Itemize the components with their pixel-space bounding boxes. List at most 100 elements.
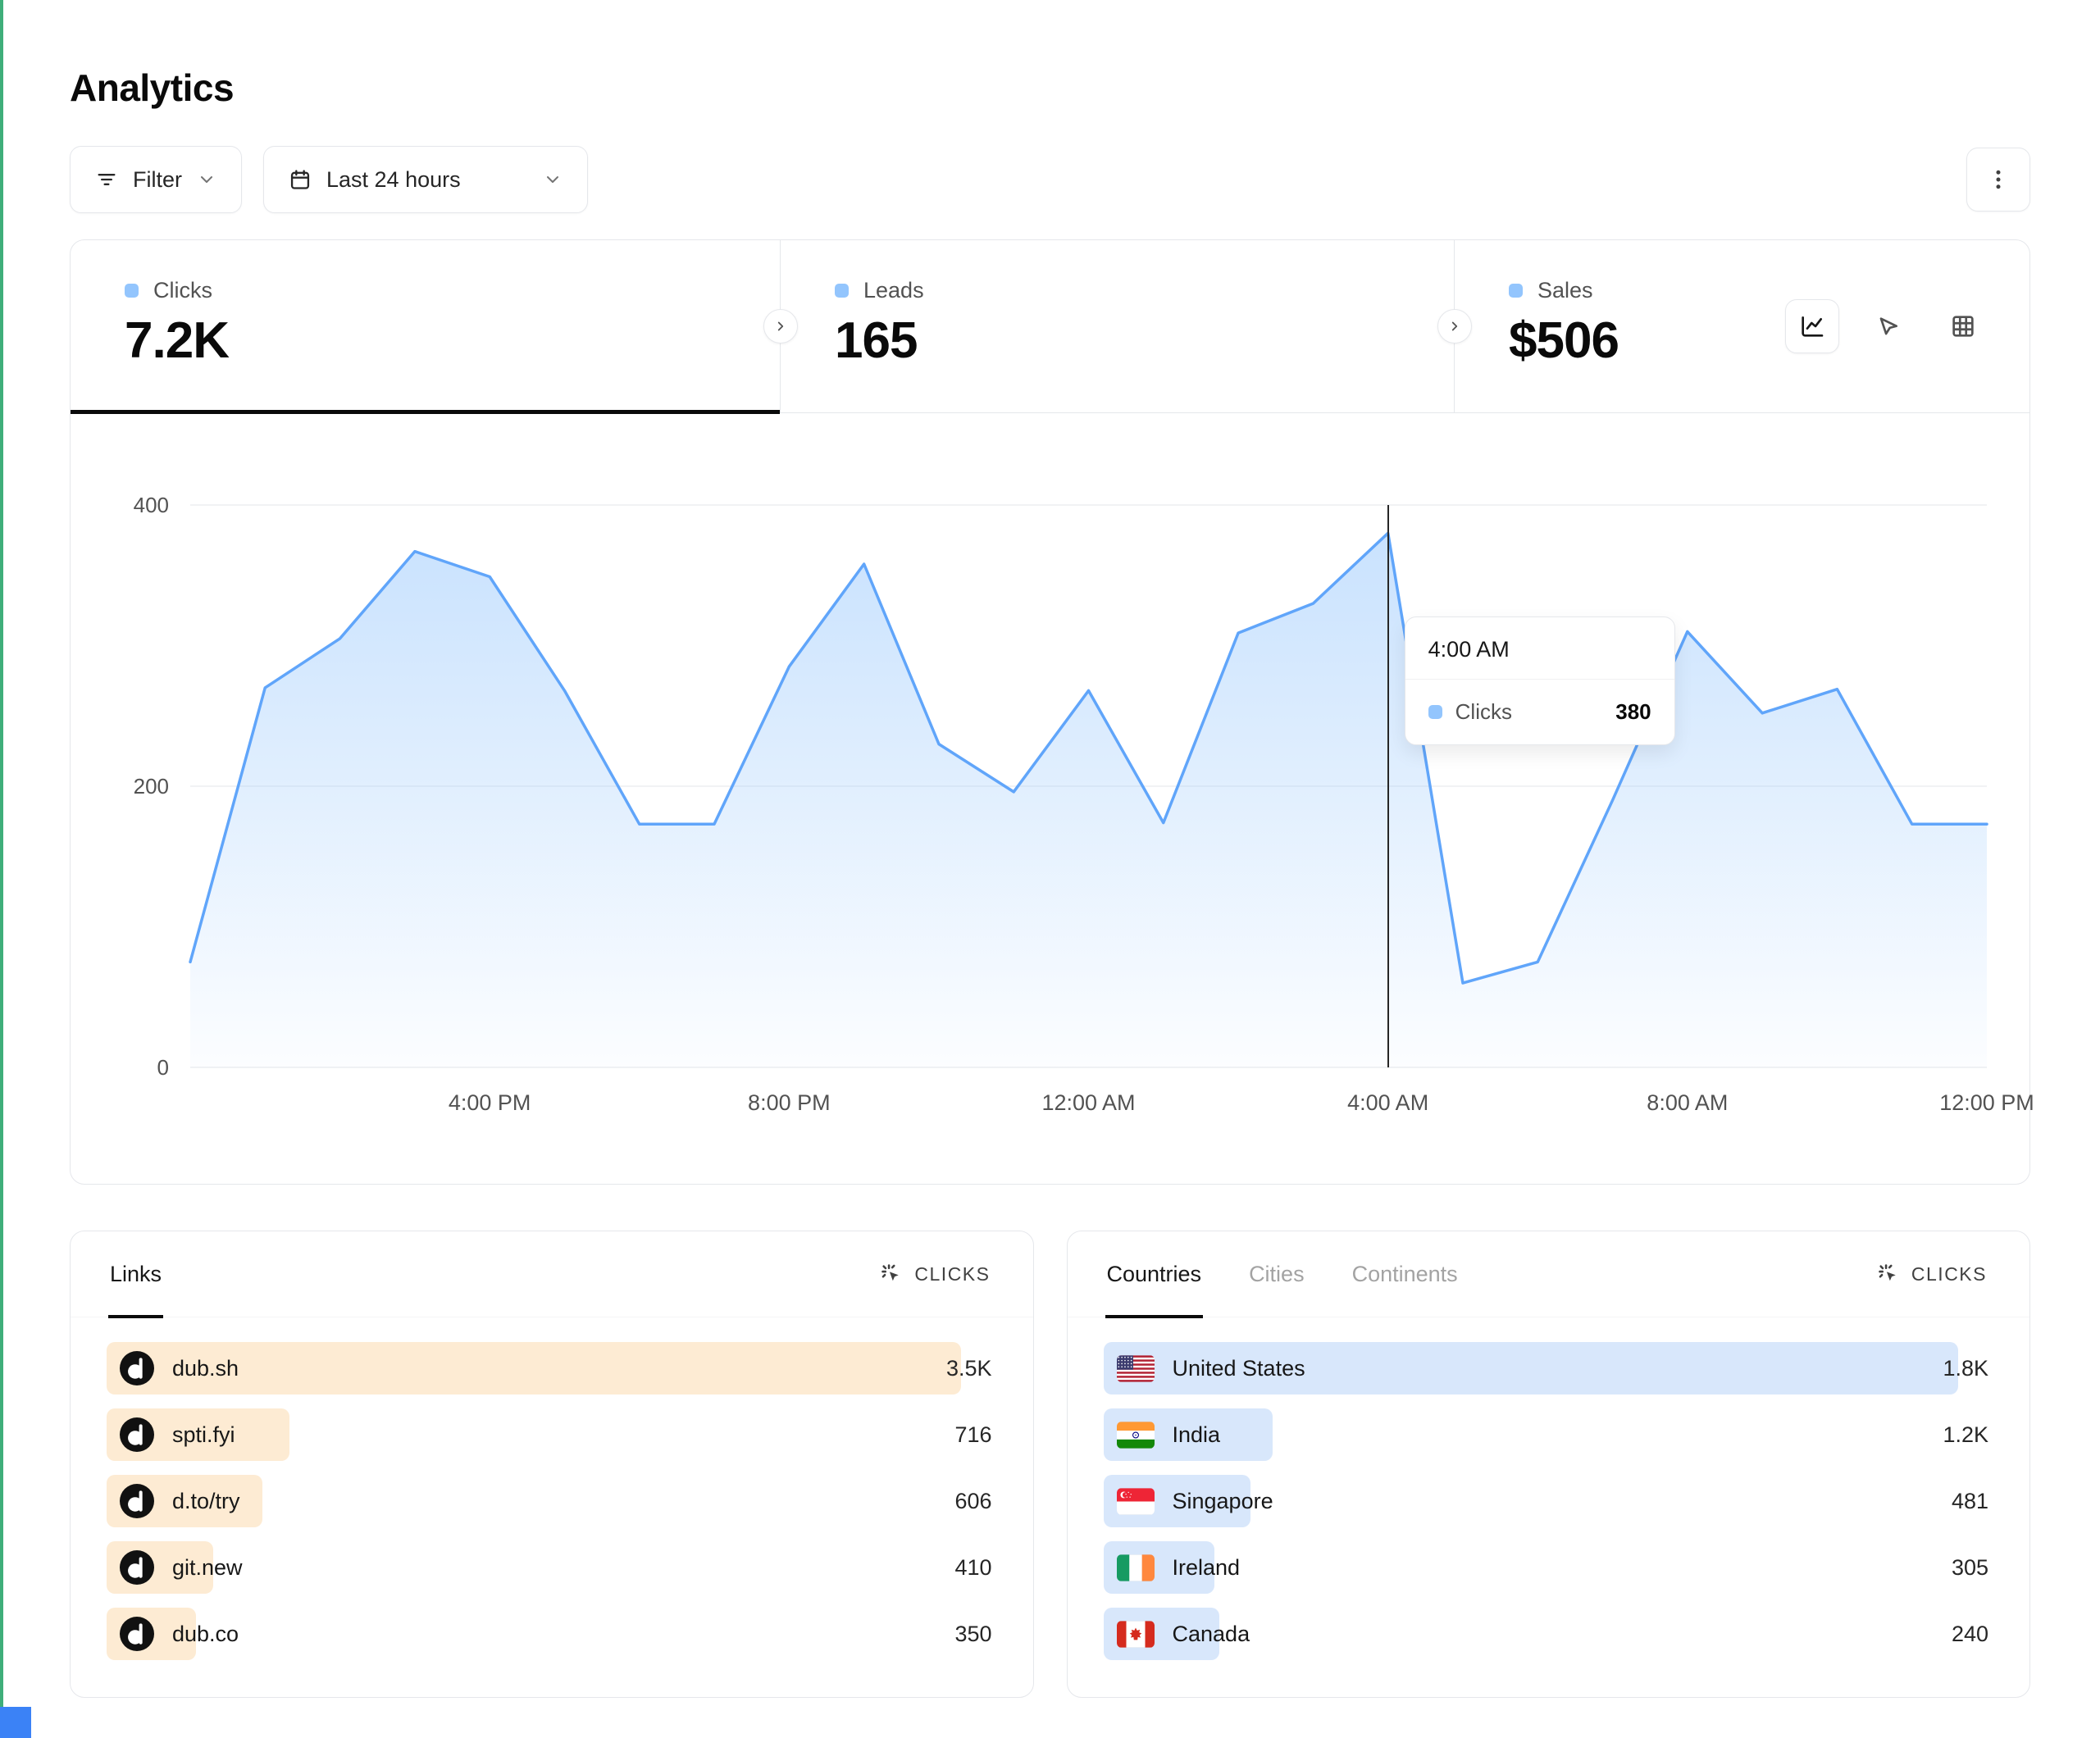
tooltip-value: 380 (1615, 699, 1651, 724)
row-value: 1.2K (1943, 1422, 1988, 1447)
row-value: 305 (1951, 1554, 1988, 1580)
y-axis-label: 200 (133, 774, 169, 798)
in-flag-icon (1116, 1421, 1155, 1449)
y-axis-label: 0 (157, 1055, 169, 1080)
links-panel: Links CLICKS dub.sh 3.5K spti.fyi 716 d.… (70, 1231, 1034, 1698)
leads-label: Leads (863, 278, 924, 303)
gridline (190, 1067, 1987, 1068)
chart-crosshair (1387, 505, 1390, 1067)
chart-view-toggle (1785, 299, 2029, 353)
table-view-button[interactable] (1936, 299, 1990, 353)
leads-legend-swatch (835, 284, 849, 298)
clicks-legend-swatch (125, 284, 139, 298)
breakdown-panels: Links CLICKS dub.sh 3.5K spti.fyi 716 d.… (70, 1231, 2030, 1698)
tooltip-legend-swatch (1428, 705, 1442, 719)
row-value: 3.5K (945, 1355, 992, 1381)
clicks-area-chart (190, 505, 1987, 1067)
table-grid-icon (1952, 316, 1974, 337)
ca-flag-icon (1116, 1620, 1155, 1648)
country-row[interactable]: India 1.2K (1103, 1408, 1994, 1461)
dub-favicon-icon (120, 1417, 154, 1452)
clicks-label: Clicks (153, 278, 212, 303)
cursor-click-icon (1879, 1264, 1896, 1281)
tab-continents[interactable]: Continents (1351, 1231, 1460, 1317)
calendar-icon (290, 170, 310, 189)
tab-countries[interactable]: Countries (1105, 1231, 1204, 1318)
cursor-icon (1879, 317, 1897, 335)
sales-legend-swatch (1509, 284, 1523, 298)
expand-sales-button[interactable] (1437, 309, 1472, 344)
row-name: spti.fyi (172, 1422, 235, 1447)
expand-leads-button[interactable] (763, 309, 798, 344)
clicks-value: 7.2K (125, 312, 230, 369)
tab-sales[interactable]: Sales $506 (1455, 240, 1783, 412)
countries-panel: Countries Cities Continents CLICKS United … (1066, 1231, 2030, 1698)
tab-leads[interactable]: Leads 165 (781, 240, 1455, 412)
link-row[interactable]: git.new 410 (107, 1541, 997, 1594)
analytics-card: Clicks 7.2K Leads 165 Sales $506 (70, 239, 2034, 1185)
toolbar: Filter Last 24 hours (70, 146, 2030, 213)
dub-favicon-icon (120, 1351, 154, 1385)
value-bar (107, 1342, 962, 1394)
corner-artifact (0, 1707, 31, 1738)
x-axis-label: 8:00 AM (1647, 1090, 1729, 1115)
country-row[interactable]: Canada 240 (1103, 1608, 1994, 1660)
row-name: dub.co (172, 1621, 239, 1646)
metric-tabs: Clicks 7.2K Leads 165 Sales $506 (71, 240, 2029, 414)
chevron-right-icon (1451, 321, 1458, 331)
y-axis: 0 200 400 (71, 493, 169, 1080)
country-row[interactable]: United States 1.8K (1103, 1342, 1994, 1394)
chevron-down-icon (547, 176, 558, 183)
date-range-button[interactable]: Last 24 hours (263, 146, 588, 213)
leads-value: 165 (835, 312, 918, 369)
y-axis-label: 400 (133, 493, 169, 517)
dub-favicon-icon (120, 1550, 154, 1585)
x-axis-label: 4:00 PM (448, 1090, 531, 1115)
tab-links[interactable]: Links (108, 1231, 164, 1318)
row-value: 1.8K (1943, 1355, 1988, 1381)
line-chart-view-button[interactable] (1785, 299, 1839, 353)
row-name: d.to/try (172, 1488, 240, 1513)
dub-favicon-icon (120, 1617, 154, 1651)
row-name: Canada (1172, 1621, 1250, 1646)
link-row[interactable]: dub.sh 3.5K (107, 1342, 997, 1394)
x-axis-label: 4:00 AM (1347, 1090, 1429, 1115)
dub-favicon-icon (120, 1484, 154, 1518)
chart-line-icon (1802, 316, 1824, 337)
row-value: 606 (954, 1488, 992, 1513)
link-row[interactable]: spti.fyi 716 (107, 1408, 997, 1461)
gridline (190, 504, 1987, 506)
row-value: 716 (954, 1422, 992, 1447)
links-metric-label: CLICKS (914, 1263, 991, 1285)
tab-clicks[interactable]: Clicks 7.2K (71, 240, 781, 414)
row-value: 410 (954, 1554, 992, 1580)
ie-flag-icon (1116, 1554, 1155, 1581)
row-value: 240 (1951, 1621, 1988, 1646)
row-name: git.new (172, 1554, 243, 1580)
clicks-chart-section: 0 200 400 4:00 AM (71, 413, 2034, 1184)
link-row[interactable]: dub.co 350 (107, 1608, 997, 1660)
sales-value: $506 (1509, 312, 1619, 369)
countries-list: United States 1.8K India 1.2K Singapore … (1068, 1317, 2030, 1660)
more-options-button[interactable] (1966, 148, 2030, 212)
filter-button-label: Filter (133, 166, 182, 192)
filter-button[interactable]: Filter (70, 146, 242, 213)
kebab-icon (1996, 170, 2001, 189)
x-axis: 4:00 PM 8:00 PM 12:00 AM 4:00 AM 8:00 AM 12:0… (190, 1090, 2034, 1123)
x-axis-label: 8:00 PM (748, 1090, 831, 1115)
tab-cities[interactable]: Cities (1247, 1231, 1306, 1317)
sg-flag-icon (1116, 1487, 1155, 1515)
link-row[interactable]: d.to/try 606 (107, 1475, 997, 1527)
row-name: India (1172, 1422, 1221, 1447)
chart-plot[interactable]: 4:00 AM Clicks 380 (190, 504, 1987, 1068)
links-clicks-metric[interactable]: CLICKS (875, 1262, 995, 1286)
countries-clicks-metric[interactable]: CLICKS (1872, 1262, 1992, 1286)
row-name: dub.sh (172, 1355, 239, 1381)
country-row[interactable]: Singapore 481 (1103, 1475, 1994, 1527)
country-row[interactable]: Ireland 305 (1103, 1541, 1994, 1594)
page-title: Analytics (70, 66, 235, 109)
row-name: Ireland (1172, 1554, 1241, 1580)
sales-label: Sales (1537, 278, 1593, 303)
chevron-right-icon (777, 321, 784, 331)
pointer-view-button[interactable] (1861, 299, 1915, 353)
